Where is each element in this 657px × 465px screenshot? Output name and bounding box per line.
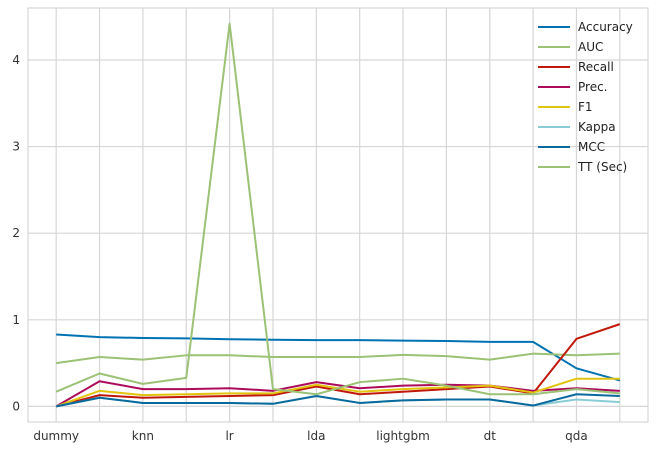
legend-label: Kappa	[578, 120, 616, 134]
legend-label: Recall	[578, 60, 614, 74]
series-line-3	[55, 380, 620, 408]
y-tick-label: 0	[12, 399, 20, 413]
x-axis-tick-labels: dummy knn lr lda lightgbm dt qda	[33, 429, 587, 443]
x-tick-label: dummy	[33, 429, 79, 443]
x-tick-label: dt	[484, 429, 497, 443]
x-tick-label: qda	[565, 429, 588, 443]
x-tick-label: lightgbm	[376, 429, 430, 443]
series-line-1	[56, 352, 620, 365]
legend-label: MCC	[578, 140, 605, 154]
series-line-7	[55, 22, 620, 396]
legend-label: AUC	[578, 40, 603, 54]
y-tick-label: 3	[12, 140, 20, 154]
series-lines	[55, 22, 621, 408]
y-tick-label: 1	[12, 313, 20, 327]
x-tick-label: lda	[307, 429, 325, 443]
legend: Accuracy AUC Recall Prec. F1 Kappa MCC TT (Sec)	[538, 20, 633, 174]
series-line-6	[55, 393, 620, 408]
y-tick-label: 2	[12, 226, 20, 240]
plot-area	[27, 7, 649, 423]
x-tick-label: knn	[132, 429, 154, 443]
legend-label: F1	[578, 100, 593, 114]
y-tick-label: 4	[12, 53, 20, 67]
legend-label: TT (Sec)	[577, 160, 627, 174]
grid-lines	[28, 8, 648, 422]
legend-label: Accuracy	[578, 20, 633, 34]
x-tick-label: lr	[225, 429, 233, 443]
y-axis-tick-labels: 0 1 2 3 4	[12, 53, 20, 413]
legend-label: Prec.	[578, 80, 608, 94]
series-line-0	[56, 333, 621, 382]
